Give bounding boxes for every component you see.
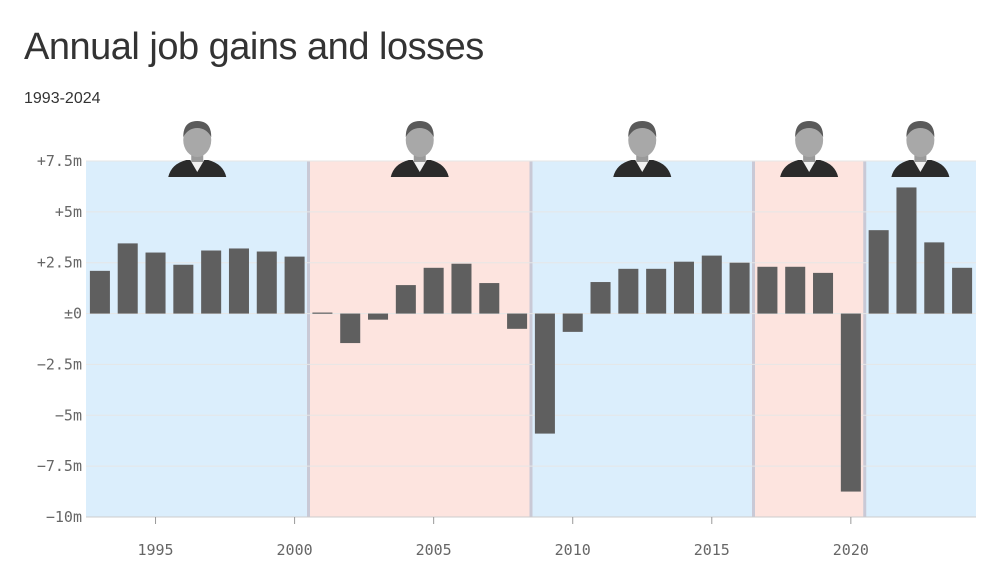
bar bbox=[89, 270, 110, 314]
bar bbox=[813, 272, 834, 314]
obama-portrait-icon bbox=[613, 121, 672, 177]
bar bbox=[479, 283, 500, 314]
bar bbox=[534, 313, 555, 434]
bar bbox=[423, 267, 444, 314]
bar bbox=[729, 262, 750, 314]
trump-portrait-icon bbox=[780, 121, 839, 177]
x-tick-label: 2015 bbox=[694, 541, 730, 559]
bar bbox=[952, 267, 973, 314]
bar bbox=[924, 242, 945, 314]
chart-subtitle: 1993-2024 bbox=[24, 90, 101, 107]
bar bbox=[451, 263, 472, 314]
y-tick-label: −10m bbox=[46, 508, 82, 526]
x-tick-label: 2005 bbox=[416, 541, 452, 559]
x-tick-label: 2000 bbox=[277, 541, 313, 559]
president-portraits bbox=[168, 121, 950, 177]
y-tick-label: ±0 bbox=[64, 305, 82, 323]
bar bbox=[340, 313, 361, 344]
bar bbox=[701, 255, 722, 314]
bar bbox=[284, 256, 305, 314]
bar bbox=[757, 266, 778, 314]
presidential-term-bands bbox=[86, 161, 976, 517]
bar bbox=[145, 252, 166, 314]
bar bbox=[673, 261, 694, 314]
x-tick-label: 1995 bbox=[137, 541, 173, 559]
bar bbox=[312, 312, 333, 314]
bar bbox=[256, 251, 277, 314]
y-tick-label: −7.5m bbox=[37, 457, 82, 475]
clinton-portrait-icon bbox=[168, 121, 227, 177]
term-band-democrat bbox=[86, 161, 309, 517]
y-tick-label: +5m bbox=[55, 203, 82, 221]
bar bbox=[173, 264, 194, 314]
bar bbox=[646, 268, 667, 314]
bar bbox=[201, 250, 222, 314]
x-axis: 1995 2000 2005 2010 2015 2020 bbox=[137, 517, 869, 559]
term-band-democrat bbox=[531, 161, 754, 517]
bar bbox=[228, 248, 249, 314]
bar bbox=[785, 266, 806, 314]
bar bbox=[868, 230, 889, 314]
bar bbox=[395, 285, 416, 314]
term-band-democrat bbox=[864, 161, 976, 517]
chart-title: Annual job gains and losses bbox=[24, 26, 484, 68]
bar bbox=[507, 313, 528, 329]
bar bbox=[562, 313, 583, 332]
y-tick-label: −5m bbox=[55, 406, 82, 424]
gridlines bbox=[86, 160, 976, 518]
x-tick-label: 2010 bbox=[555, 541, 591, 559]
y-tick-label: +7.5m bbox=[37, 152, 82, 170]
bars bbox=[89, 187, 973, 492]
bush-portrait-icon bbox=[390, 121, 449, 177]
bar bbox=[896, 187, 917, 314]
bar bbox=[368, 313, 389, 320]
y-axis: +7.5m +5m +2.5m ±0 −2.5m −5m −7.5m −10m bbox=[37, 152, 82, 526]
biden-portrait-icon bbox=[891, 121, 950, 177]
x-tick-label: 2020 bbox=[833, 541, 869, 559]
y-tick-label: −2.5m bbox=[37, 355, 82, 373]
bar bbox=[840, 313, 861, 492]
bar bbox=[117, 243, 138, 314]
bar bbox=[590, 282, 611, 314]
y-tick-label: +2.5m bbox=[37, 254, 82, 272]
bar bbox=[618, 268, 639, 314]
